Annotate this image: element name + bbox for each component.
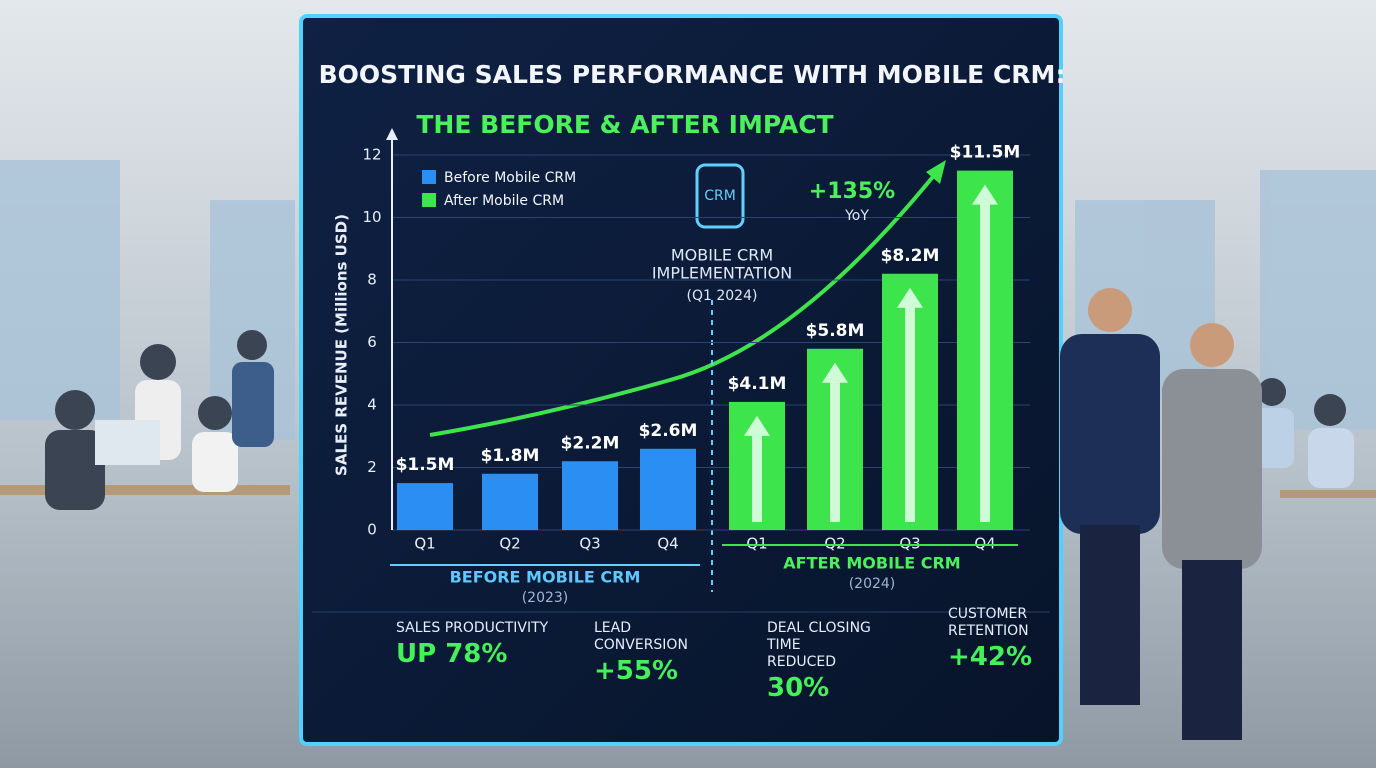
y-tick-label: 0 — [367, 521, 377, 539]
presenter-legs — [1182, 560, 1242, 740]
value-label: $1.8M — [481, 446, 540, 466]
kpi: DEAL CLOSING TIME REDUCED 30% — [767, 620, 872, 703]
presenter-body — [1162, 369, 1262, 569]
bar — [640, 448, 696, 530]
value-label: $4.1M — [728, 374, 787, 394]
period-label: AFTER MOBILE CRM — [783, 554, 960, 573]
y-tick-label: 2 — [367, 458, 377, 476]
value-label: $5.8M — [806, 321, 865, 341]
x-tick-label: Q4 — [657, 535, 678, 553]
bar-arrow — [822, 362, 848, 522]
kpi-label: SALES PRODUCTIVITY — [396, 620, 549, 636]
value-label: $2.2M — [561, 433, 620, 453]
kpi-value: 30% — [767, 673, 830, 703]
bar-arrow — [744, 415, 770, 522]
bar — [562, 461, 618, 530]
x-tick-label: Q3 — [899, 535, 920, 553]
kpi-value: +42% — [948, 642, 1033, 672]
kpi-value: UP 78% — [396, 639, 508, 669]
bar-arrow — [897, 287, 923, 522]
kpi-label: DEAL CLOSING TIME REDUCED — [767, 620, 871, 670]
phone-icon — [695, 163, 745, 229]
trend-arrow-head — [926, 160, 946, 184]
implementation-note: MOBILE CRM — [671, 246, 773, 265]
kpi: CUSTOMER RETENTION +42% — [948, 606, 1038, 686]
value-label: $1.5M — [396, 455, 455, 475]
y-tick-label: 4 — [367, 396, 377, 414]
legend-label: Before Mobile CRM — [444, 170, 576, 186]
office-people — [0, 330, 1376, 510]
bar — [397, 483, 453, 530]
growth: +135% — [809, 179, 895, 204]
x-tick-label: Q1 — [414, 535, 435, 553]
y-tick-label: 6 — [367, 333, 377, 351]
presenter-body — [1060, 334, 1160, 534]
icon-label: CRM — [704, 188, 736, 204]
trend-arrow — [429, 166, 942, 437]
period-year: (2024) — [849, 576, 896, 592]
kpi-value: +55% — [594, 656, 679, 686]
y-tick-label: 12 — [362, 146, 381, 164]
kpi: LEAD CONVERSION +55% — [594, 620, 694, 700]
legend-swatch — [422, 170, 436, 184]
period-year: (2023) — [522, 590, 569, 606]
presenter-head — [1088, 288, 1132, 332]
x-tick-label: Q4 — [974, 535, 995, 553]
legend-swatch — [422, 193, 436, 207]
bar-arrow — [972, 184, 998, 522]
x-tick-label: Q3 — [579, 535, 600, 553]
value-label: $8.2M — [881, 246, 940, 266]
y-axis-label: SALES REVENUE (Millions USD) — [333, 214, 351, 476]
bar — [482, 473, 538, 530]
x-tick-label: Q2 — [824, 535, 845, 553]
presenter-legs — [1080, 525, 1140, 705]
subtitle: THE BEFORE & AFTER IMPACT — [416, 110, 833, 139]
growth-note: YoY — [844, 208, 869, 224]
y-tick-label: 10 — [362, 208, 381, 226]
value-label: $11.5M — [950, 143, 1021, 163]
implementation-note: (Q1 2024) — [687, 288, 758, 304]
legend-label: After Mobile CRM — [444, 193, 564, 209]
period-label: BEFORE MOBILE CRM — [450, 568, 641, 587]
x-tick-label: Q1 — [746, 535, 767, 553]
kpi-label: CUSTOMER RETENTION — [948, 606, 1029, 639]
value-label: $2.6M — [639, 421, 698, 441]
title: BOOSTING SALES PERFORMANCE WITH MOBILE C… — [319, 60, 1066, 89]
x-tick-label: Q2 — [499, 535, 520, 553]
implementation-note: IMPLEMENTATION — [652, 264, 792, 283]
y-axis-arrow — [386, 128, 398, 140]
kpi: SALES PRODUCTIVITY UP 78% — [396, 620, 566, 700]
kpi-label: LEAD CONVERSION — [594, 620, 688, 653]
y-tick-label: 8 — [367, 271, 377, 289]
presenter-head — [1190, 323, 1234, 367]
